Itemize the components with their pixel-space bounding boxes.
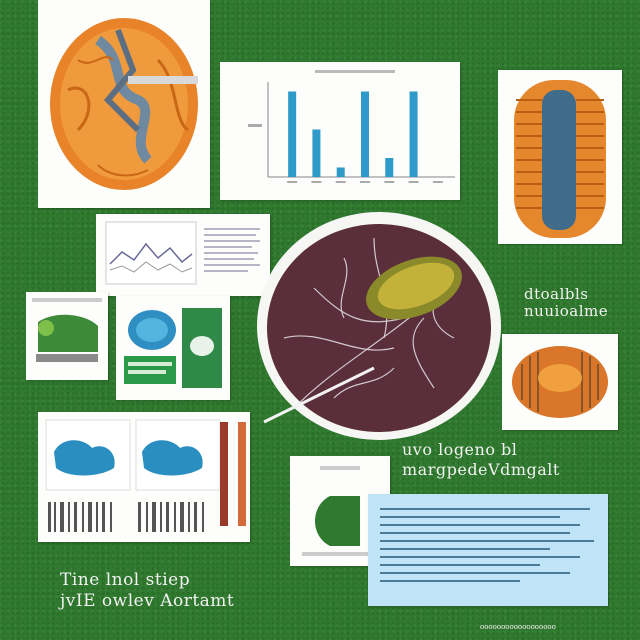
bar-chart — [248, 70, 455, 183]
blue-cell-card — [116, 296, 230, 400]
chart-title-placeholder — [315, 70, 395, 73]
bar-chart-card — [220, 62, 460, 200]
caption-bottom-strip: oooooooooooooooooo — [480, 623, 556, 631]
x-tick-label-2 — [335, 181, 346, 183]
x-tick-label-6 — [432, 181, 443, 183]
x-tick-label-4 — [384, 181, 395, 183]
central-cell-illustration — [254, 208, 504, 444]
x-tick-label-3 — [360, 181, 370, 183]
small-mitochondrion-image — [512, 346, 608, 418]
blue-note-lines — [380, 508, 594, 582]
bar-5 — [409, 91, 418, 177]
white-diagram-card — [290, 456, 390, 566]
caption-right-top: dtoalbls nuuioalme — [524, 285, 609, 320]
line-chart-sketch — [105, 221, 260, 285]
mitochondrion-illustration-card — [38, 0, 210, 208]
cristae-illustration-card — [498, 70, 622, 244]
y-axis-label-placeholder — [248, 124, 262, 127]
x-tick-label-1 — [311, 181, 322, 183]
line-chart-document — [96, 214, 270, 296]
orange-mitochondrion-image — [50, 18, 198, 190]
purple-cell-image — [257, 212, 501, 440]
green-diagram-image — [32, 298, 102, 362]
blue-maps-image — [45, 419, 246, 532]
bar-2 — [336, 167, 345, 177]
bar-0 — [288, 91, 297, 177]
small-mitochondrion-card — [502, 334, 618, 430]
blue-text-note — [368, 494, 608, 606]
green-diagram-card — [26, 292, 108, 380]
x-tick-label-0 — [287, 181, 298, 183]
caption-bottom-left: Tine lnol stiep jvIE owlev Aortamt — [60, 570, 235, 611]
white-diagram-image — [302, 466, 378, 556]
bar-4 — [385, 158, 394, 177]
orange-cristae-image — [514, 80, 606, 238]
caption-right-middle: uvo logeno bl margpedeVdmgalt — [402, 440, 560, 479]
x-tick-label-5 — [408, 181, 419, 183]
blue-cell-image — [124, 308, 222, 388]
bar-3 — [361, 91, 369, 177]
blue-maps-document — [38, 412, 250, 542]
bar-1 — [312, 129, 321, 177]
